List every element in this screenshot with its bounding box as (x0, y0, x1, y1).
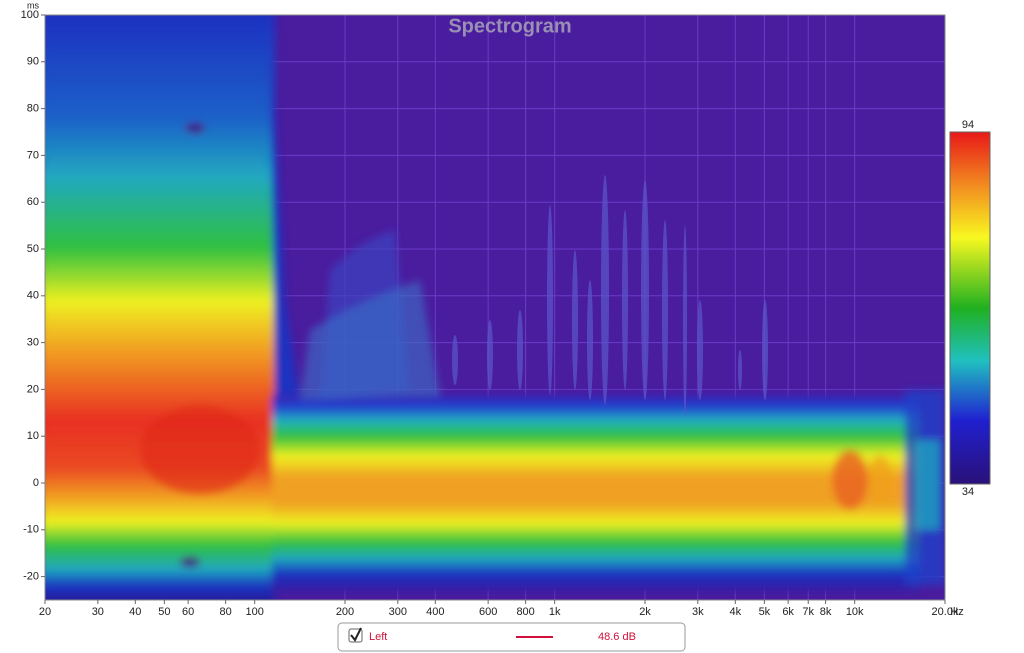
x-tick-label: 20.0k (932, 606, 959, 618)
y-tick-label: -10 (23, 524, 39, 536)
spectrogram-image (45, 15, 945, 600)
legend-readout: 48.6 dB (598, 631, 636, 643)
x-tick-label: 80 (219, 606, 231, 618)
x-tick-label: 10k (846, 606, 864, 618)
x-tick-label: 100 (246, 606, 264, 618)
x-tick-label: 20 (39, 606, 51, 618)
x-axis-label: Hz (950, 606, 963, 618)
x-tick-label: 200 (336, 606, 354, 618)
y-tick-label: 60 (27, 196, 39, 208)
colorbar-min-label: 34 (962, 486, 974, 498)
x-tick-label: 1k (549, 606, 561, 618)
x-tick-label: 600 (479, 606, 497, 618)
x-tick-label: 400 (426, 606, 444, 618)
y-tick-label: 40 (27, 290, 39, 302)
x-tick-label: 40 (129, 606, 141, 618)
y-tick-label: 30 (27, 337, 39, 349)
colorbar-max-label: 94 (962, 119, 974, 131)
legend-box (337, 622, 686, 652)
chart-title: Spectrogram (448, 15, 571, 37)
y-tick-label: 10 (27, 430, 39, 442)
plot-frame (44, 14, 946, 601)
x-tick-label: 800 (516, 606, 534, 618)
x-tick-label: 2k (639, 606, 651, 618)
colorbar (949, 131, 991, 485)
y-tick-label: 90 (27, 56, 39, 68)
x-tick-label: 30 (92, 606, 104, 618)
y-tick-label: 80 (27, 103, 39, 115)
x-tick-label: 6k (782, 606, 794, 618)
x-tick-label: 50 (158, 606, 170, 618)
x-tick-label: 300 (389, 606, 407, 618)
x-tick-label: 8k (820, 606, 832, 618)
y-tick-label: 70 (27, 149, 39, 161)
x-tick-label: 3k (692, 606, 704, 618)
x-tick-label: 60 (182, 606, 194, 618)
y-tick-label: 20 (27, 383, 39, 395)
x-tick-label: 7k (802, 606, 814, 618)
x-tick-label: 5k (759, 606, 771, 618)
y-tick-label: 0 (33, 477, 39, 489)
y-axis-label: ms (27, 0, 39, 10)
y-tick-label: 100 (21, 9, 39, 21)
y-tick-label: -20 (23, 571, 39, 583)
legend-label: Left (369, 631, 387, 643)
y-tick-label: 50 (27, 243, 39, 255)
x-tick-label: 4k (729, 606, 741, 618)
checkmark (350, 627, 362, 642)
